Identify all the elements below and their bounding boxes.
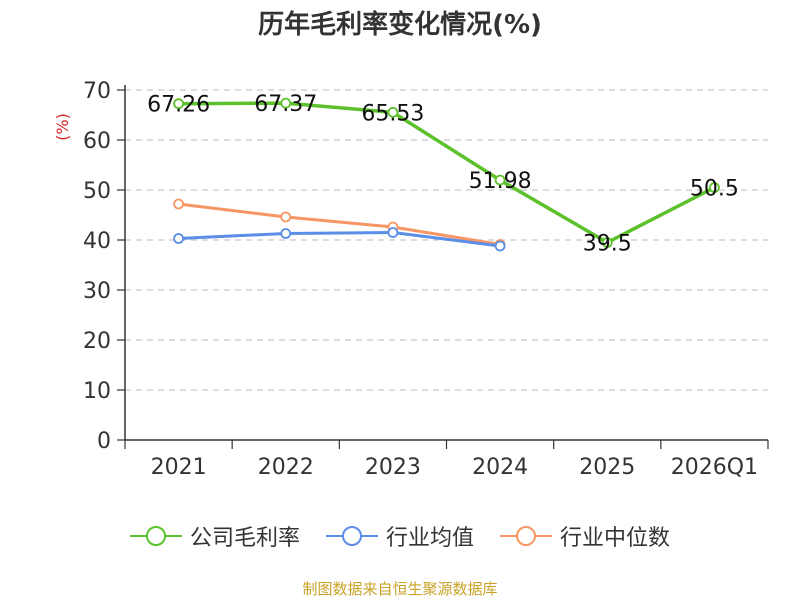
axes: 0 10 20 30 40 50 60 70 2021 2022 2023 2024 2025 2026Q… [53, 79, 769, 480]
y-tick-label: 30 [83, 279, 111, 304]
x-tick-label: 2021 [151, 455, 207, 480]
legend-item-industry-median[interactable]: 行业中位数 [500, 520, 670, 552]
legend-label: 公司毛利率 [189, 526, 300, 551]
y-tick-label: 0 [97, 429, 111, 454]
y-tick-label: 70 [83, 79, 111, 104]
data-point [494, 240, 506, 252]
source-note: 制图数据来自恒生聚源数据库 [302, 580, 498, 598]
data-point [173, 198, 184, 210]
x-tick-label: 2026Q1 [671, 455, 758, 480]
x-tick-label: 2022 [258, 455, 314, 480]
y-tick-label: 60 [83, 129, 111, 154]
data-label: 51.98 [469, 169, 532, 194]
data-labels: 67.26 67.37 65.53 51.98 39.5 50.5 [147, 92, 739, 256]
y-axis-label: (%) [53, 113, 72, 141]
series-lines [173, 97, 720, 252]
data-point [387, 106, 399, 118]
legend: 公司毛利率 行业均值 行业中位数 [0, 518, 800, 554]
y-tick-label: 40 [83, 229, 111, 254]
data-label: 39.5 [583, 232, 632, 257]
x-tick-label: 2025 [579, 455, 635, 480]
legend-item-company-margin[interactable]: 公司毛利率 [129, 520, 300, 552]
data-point [173, 233, 184, 244]
y-tick-label: 10 [83, 379, 111, 404]
data-point [601, 237, 613, 248]
data-label: 67.37 [254, 92, 317, 117]
data-point [387, 227, 399, 238]
data-point [280, 211, 292, 223]
data-point [494, 174, 506, 186]
data-label: 65.53 [361, 101, 424, 126]
x-tick-label: 2023 [365, 455, 421, 480]
data-label: 67.26 [147, 93, 210, 118]
legend-label: 行业均值 [385, 526, 474, 551]
series-line-1 [178, 231, 501, 248]
series-line-0 [178, 101, 716, 245]
legend-line-circle-icon [325, 526, 378, 546]
chart-title: 历年毛利率变化情况(%) [258, 10, 542, 40]
data-point [280, 97, 292, 109]
x-tick-label: 2024 [472, 455, 528, 480]
series-line-2 [178, 202, 501, 246]
y-tick-label: 20 [83, 329, 111, 354]
data-point [280, 228, 292, 239]
data-label: 50.5 [690, 177, 739, 202]
legend-label: 行业中位数 [560, 526, 671, 551]
legend-line-circle-icon [500, 526, 552, 546]
y-tick-label: 50 [83, 179, 111, 204]
data-point [173, 98, 184, 110]
data-point [709, 182, 720, 193]
legend-item-industry-mean[interactable]: 行业均值 [325, 520, 474, 552]
legend-line-circle-icon [129, 526, 182, 546]
